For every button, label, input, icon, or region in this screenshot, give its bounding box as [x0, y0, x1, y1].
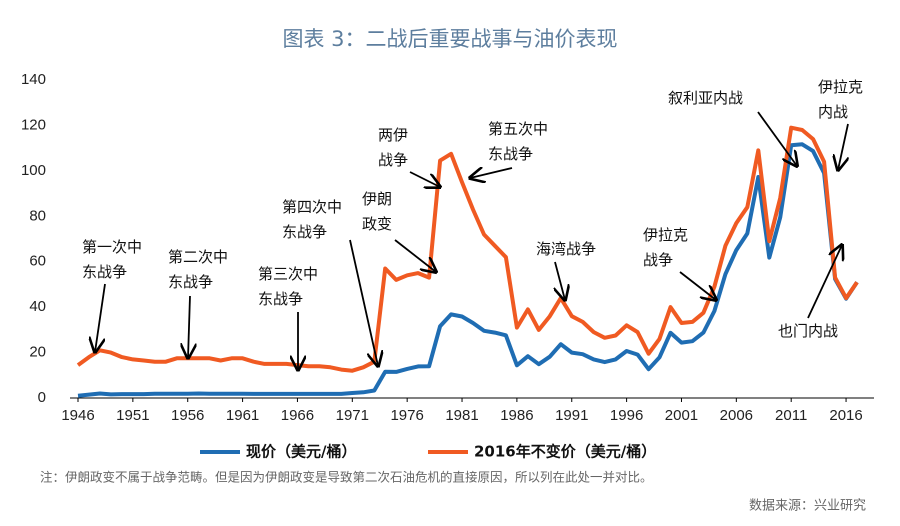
- annotation: 两伊: [378, 126, 408, 144]
- note: 注：伊朗政变不属于战争范畴。但是因为伊朗政变是导致第二次石油危机的直接原因，所以…: [40, 470, 653, 485]
- annotation-arrow: [95, 283, 106, 352]
- annotation: 东战争: [282, 223, 327, 241]
- annotation: 第五次中: [488, 120, 548, 138]
- annotation: 东战争: [82, 263, 127, 281]
- x-tick-label: 1961: [226, 407, 259, 424]
- annotation: 伊拉克: [643, 226, 688, 244]
- x-tick-label: 2006: [720, 407, 753, 424]
- x-tick-label: 2001: [665, 407, 698, 424]
- y-tick-label: 0: [38, 389, 46, 406]
- annotation-arrow: [555, 261, 565, 300]
- x-tick-label: 1976: [390, 407, 423, 424]
- y-tick-label: 40: [29, 298, 46, 315]
- x-tick-label: 1951: [116, 407, 149, 424]
- y-tick-label: 120: [21, 116, 46, 133]
- y-tick-label: 80: [29, 207, 46, 224]
- series-line: [77, 142, 859, 398]
- annotation: 第四次中: [282, 198, 342, 216]
- x-tick-label: 1966: [281, 407, 314, 424]
- annotation: 战争: [378, 151, 408, 169]
- annotation: 伊拉克: [818, 78, 863, 96]
- x-tick-label: 1946: [61, 407, 94, 424]
- x-tick-label: 2011: [775, 407, 807, 424]
- annotation: 第二次中: [168, 248, 228, 266]
- annotation: 伊朗: [362, 190, 392, 208]
- y-tick-label: 140: [21, 71, 46, 88]
- annotation: 东战争: [168, 273, 213, 291]
- series-line: [76, 125, 859, 373]
- x-tick-label: 1986: [500, 407, 533, 424]
- annotation: 也门内战: [778, 322, 838, 340]
- x-tick-label: 1956: [171, 407, 204, 424]
- annotation: 东战争: [488, 145, 533, 163]
- x-tick-label: 1996: [610, 407, 643, 424]
- annotation-arrow: [409, 171, 440, 187]
- legend-label: 2016年不变价（美元/桶）: [474, 443, 656, 461]
- x-tick-label: 1981: [445, 407, 478, 424]
- annotation: 第一次中: [82, 238, 142, 256]
- x-tick-label: 1971: [336, 407, 369, 424]
- annotation-arrow: [807, 245, 842, 319]
- annotation-arrow: [838, 123, 848, 170]
- annotation: 政变: [362, 215, 392, 233]
- annotation: 海湾战争: [536, 240, 596, 258]
- x-tick-label: 2016: [829, 407, 862, 424]
- chart-title: 图表 3：二战后重要战事与油价表现: [282, 27, 617, 51]
- annotation-arrow: [394, 239, 436, 272]
- annotation-arrow: [349, 239, 378, 366]
- legend-label: 现价（美元/桶）: [246, 443, 356, 461]
- x-tick-label: 1991: [555, 407, 588, 424]
- y-tick-label: 60: [29, 253, 46, 270]
- annotation-arrow: [757, 111, 797, 166]
- annotation: 内战: [818, 103, 848, 121]
- annotation: 战争: [643, 251, 673, 269]
- annotation: 叙利亚内战: [668, 89, 743, 107]
- annotation-arrow: [470, 168, 513, 178]
- annotation-arrow: [679, 271, 716, 300]
- annotation: 东战争: [258, 290, 303, 308]
- annotation: 第三次中: [258, 265, 318, 283]
- y-tick-label: 100: [21, 162, 46, 179]
- annotation-arrow: [188, 295, 190, 358]
- y-tick-label: 20: [29, 344, 46, 361]
- source: 数据来源：兴业研究: [749, 499, 866, 514]
